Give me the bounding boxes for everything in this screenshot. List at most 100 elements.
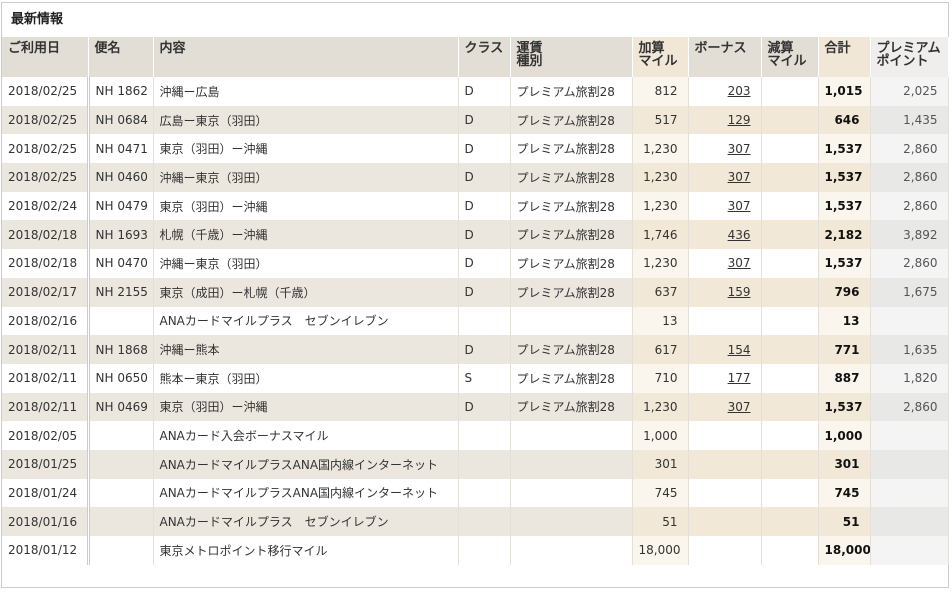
history-row: 2018/02/16 ANAカードマイルプラス セブンイレブン 13 13: [2, 306, 949, 336]
history-row: 2018/02/24 NH 0479 東京（羽田）ー沖縄 D プレミアム旅割28 1,23…: [2, 191, 949, 221]
empty-cell: [761, 277, 819, 307]
cell: 熊本ー東京（羽田）: [153, 363, 459, 393]
cell: プレミアム旅割28: [510, 191, 633, 221]
cell: 1,746: [632, 220, 689, 250]
cell: 東京（羽田）ー沖縄: [153, 191, 459, 221]
cell: プレミアム旅割28: [510, 77, 633, 106]
cell: 517: [632, 105, 689, 135]
history-row: 2018/02/18 NH 0470 沖縄ー東京（羽田） D プレミアム旅割28 1,23…: [2, 249, 949, 278]
history-row: 2018/02/25 NH 1862 沖縄ー広島 D プレミアム旅割28 812 203 1,…: [2, 77, 949, 106]
cell: 301: [818, 449, 871, 479]
cell: 301: [632, 449, 689, 479]
cell: NH 0479: [88, 191, 154, 221]
empty-cell: [761, 306, 819, 336]
cell: 2018/01/12: [2, 536, 90, 565]
cell: 307: [688, 392, 762, 422]
empty-cell: [458, 507, 511, 536]
cell: NH 0684: [88, 105, 154, 135]
empty-cell: [458, 449, 511, 479]
cell: D: [458, 277, 511, 307]
empty-cell: [761, 220, 819, 250]
cell: 2018/01/16: [2, 507, 90, 536]
cell: D: [458, 163, 511, 192]
bonus-link[interactable]: 307: [727, 141, 751, 156]
empty-cell: [688, 449, 762, 479]
column-header: 運賃 種別: [510, 37, 633, 77]
bonus-link[interactable]: 307: [727, 256, 751, 271]
cell: 2018/02/11: [2, 363, 90, 393]
cell: 2018/02/18: [2, 220, 90, 250]
history-row: 2018/02/11 NH 1868 沖縄ー熊本 D プレミアム旅割28 617 154 77…: [2, 335, 949, 364]
empty-cell: [870, 478, 949, 508]
bonus-link[interactable]: 436: [727, 227, 751, 242]
cell: プレミアム旅割28: [510, 363, 633, 393]
column-header: ボーナス: [688, 37, 762, 77]
empty-cell: [870, 449, 949, 479]
cell: 154: [688, 335, 762, 364]
empty-cell: [870, 306, 949, 336]
cell: 637: [632, 277, 689, 307]
history-row: 2018/02/25 NH 0471 東京（羽田）ー沖縄 D プレミアム旅割28 1,23…: [2, 134, 949, 164]
cell: 1,537: [818, 392, 871, 422]
bonus-link[interactable]: 177: [727, 371, 751, 386]
cell: 745: [818, 478, 871, 508]
column-header: 内容: [153, 37, 459, 77]
cell: 1,230: [632, 249, 689, 278]
empty-cell: [88, 306, 154, 336]
empty-cell: [688, 421, 762, 450]
cell: 617: [632, 335, 689, 364]
empty-cell: [510, 478, 633, 508]
empty-cell: [510, 449, 633, 479]
empty-cell: [510, 507, 633, 536]
bonus-link[interactable]: 159: [727, 285, 751, 300]
cell: 2,860: [870, 191, 949, 221]
empty-cell: [688, 507, 762, 536]
cell: プレミアム旅割28: [510, 392, 633, 422]
cell: D: [458, 249, 511, 278]
bonus-link[interactable]: 203: [727, 84, 751, 99]
cell: 1,230: [632, 163, 689, 192]
cell: 887: [818, 363, 871, 393]
empty-cell: [458, 478, 511, 508]
bonus-link[interactable]: 307: [727, 199, 751, 214]
empty-cell: [688, 478, 762, 508]
empty-cell: [870, 536, 949, 565]
cell: ANAカードマイルプラス セブンイレブン: [153, 507, 459, 536]
cell: 13: [632, 306, 689, 336]
cell: 2018/02/25: [2, 105, 90, 135]
cell: ANAカード入会ボーナスマイル: [153, 421, 459, 450]
column-header: 減算 マイル: [761, 37, 819, 77]
cell: 沖縄ー熊本: [153, 335, 459, 364]
cell: プレミアム旅割28: [510, 134, 633, 164]
bonus-link[interactable]: 307: [727, 170, 751, 185]
empty-cell: [761, 421, 819, 450]
history-row: 2018/01/25 ANAカードマイルプラスANA国内線インターネット 301 30…: [2, 449, 949, 479]
cell: 2,025: [870, 77, 949, 106]
bonus-link[interactable]: 154: [727, 342, 751, 357]
cell: 18,000: [632, 536, 689, 565]
cell: 1,635: [870, 335, 949, 364]
cell: 1,230: [632, 134, 689, 164]
empty-cell: [761, 191, 819, 221]
cell: 307: [688, 191, 762, 221]
cell: プレミアム旅割28: [510, 277, 633, 307]
cell: 1,675: [870, 277, 949, 307]
cell: 159: [688, 277, 762, 307]
cell: 1,820: [870, 363, 949, 393]
cell: ANAカードマイルプラス セブンイレブン: [153, 306, 459, 336]
empty-cell: [88, 421, 154, 450]
cell: 1,537: [818, 191, 871, 221]
cell: 307: [688, 249, 762, 278]
empty-cell: [870, 421, 949, 450]
cell: NH 2155: [88, 277, 154, 307]
bonus-link[interactable]: 129: [727, 113, 751, 128]
empty-cell: [510, 306, 633, 336]
cell: NH 0470: [88, 249, 154, 278]
empty-cell: [88, 507, 154, 536]
history-row: 2018/02/25 NH 0684 広島ー東京（羽田） D プレミアム旅割28 517 1…: [2, 105, 949, 135]
cell: 796: [818, 277, 871, 307]
bonus-link[interactable]: 307: [727, 399, 751, 414]
cell: 771: [818, 335, 871, 364]
history-row: 2018/01/24 ANAカードマイルプラスANA国内線インターネット 745 74…: [2, 478, 949, 508]
